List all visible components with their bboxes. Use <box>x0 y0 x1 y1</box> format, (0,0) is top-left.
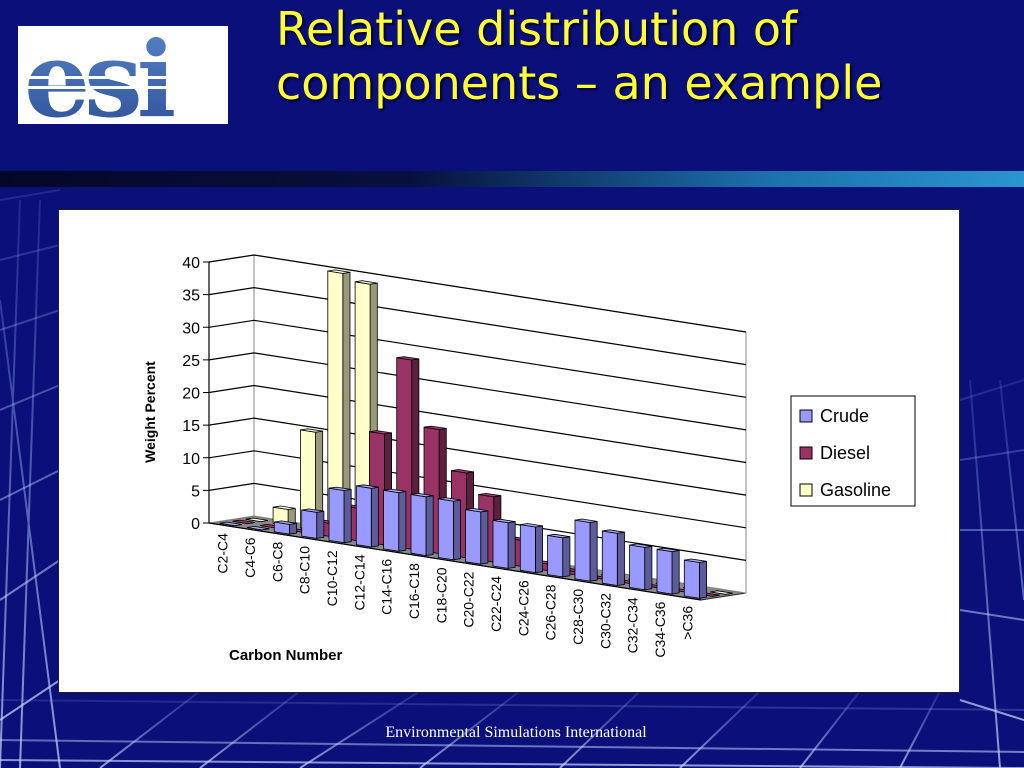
y-tick-label: 0 <box>191 516 200 533</box>
legend: Crude Diesel Gasoline <box>790 395 916 507</box>
bar-crude-c20-c22 <box>465 507 489 565</box>
gridline <box>208 319 747 398</box>
bar-crude-c28-c30 <box>574 518 598 582</box>
gridline <box>208 384 747 464</box>
gridline <box>208 450 747 529</box>
footer-text: Environmental Simulations International <box>385 724 647 741</box>
bar-crude-c16-c18 <box>410 492 434 557</box>
legend-label-crude: Crude <box>820 406 869 426</box>
bar-gasoline->c36 <box>710 590 733 595</box>
x-tick-label: C22-C24 <box>488 576 504 632</box>
bar-crude-c6-c8 <box>273 520 298 535</box>
x-tick-label: C34-C36 <box>652 601 668 657</box>
footer: Environmental Simulations International <box>0 724 1024 742</box>
bar-crude-c14-c16 <box>383 488 407 552</box>
legend-swatch-diesel <box>799 446 813 460</box>
bar-gasoline-c6-c8 <box>299 428 324 531</box>
logo-text: esi <box>24 26 174 124</box>
x-axis <box>208 522 702 601</box>
x-tick-label: C4-C6 <box>242 537 258 578</box>
bar-gasoline-c2-c4 <box>245 517 269 523</box>
gridline <box>208 352 747 431</box>
bar-crude-c32-c34 <box>629 543 653 591</box>
y-tick-label: 25 <box>182 353 200 370</box>
bar-diesel-c16-c18 <box>423 425 447 554</box>
esi-logo-mark: esi <box>18 18 228 141</box>
bar-crude-c18-c20 <box>437 497 462 561</box>
y-tick-label: 35 <box>182 288 200 305</box>
x-axis-title: Carbon Number <box>229 647 343 664</box>
x-tick-label: C32-C34 <box>625 597 641 653</box>
bar-crude-c30-c32 <box>601 529 625 586</box>
bar-crude-c4-c6 <box>246 525 270 531</box>
legend-swatch-crude <box>799 409 813 423</box>
bar-crude->c36 <box>683 558 707 599</box>
x-tick-label: C6-C8 <box>269 541 285 582</box>
bar-crude-c26-c28 <box>547 533 571 578</box>
legend-label-gasoline: Gasoline <box>820 480 891 500</box>
x-tick-label: C8-C10 <box>297 546 313 594</box>
gridline <box>208 254 747 333</box>
x-tick-label: C2-C4 <box>215 533 231 574</box>
gridline <box>208 286 747 366</box>
x-tick-label: >C36 <box>679 606 695 640</box>
title-line-1: Relative distribution of <box>276 2 798 56</box>
y-tick-label: 10 <box>182 451 200 468</box>
esi-logo: esi <box>18 18 228 141</box>
x-tick-label: C14-C16 <box>379 559 395 615</box>
x-tick-label: C26-C28 <box>543 584 559 640</box>
y-tick-label: 5 <box>191 483 200 500</box>
x-tick-label: C24-C26 <box>515 580 531 636</box>
y-tick-label: 30 <box>182 320 200 337</box>
y-tick-label: 15 <box>182 418 200 435</box>
x-tick-label: C18-C20 <box>433 567 449 623</box>
legend-swatch-gasoline <box>799 483 813 497</box>
gridline <box>208 417 747 496</box>
x-tick-label: C16-C18 <box>406 563 422 619</box>
bar-crude-c24-c26 <box>519 523 544 574</box>
bar-crude-c10-c12 <box>328 486 352 544</box>
x-tick-label: C20-C22 <box>461 571 477 627</box>
x-tick-label: C12-C14 <box>351 554 367 610</box>
bar-crude-c8-c10 <box>301 508 325 539</box>
x-tick-label: C30-C32 <box>597 593 613 649</box>
y-axis-title: Weight Percent <box>142 361 158 463</box>
bar-crude-c12-c14 <box>355 484 379 548</box>
chart-panel: 0 5 10 15 20 25 30 35 40 C2-C4 C4-C6 C6-C8 C8-C10 C10… <box>58 209 960 693</box>
bar-crude-c2-c4 <box>219 521 242 527</box>
y-tick-label: 20 <box>182 386 200 403</box>
x-tick-label: C28-C30 <box>570 589 586 645</box>
bar-diesel-c2-c4 <box>232 519 255 525</box>
title-line-2: components – an example <box>276 56 883 110</box>
bar-crude-c34-c36 <box>656 547 680 595</box>
x-tick-label: C10-C12 <box>324 550 340 606</box>
legend-label-diesel: Diesel <box>820 443 870 463</box>
page-title: Relative distribution of components – an… <box>276 2 1016 110</box>
y-tick-label: 40 <box>182 255 200 272</box>
bar-chart: 0 5 10 15 20 25 30 35 40 C2-C4 C4-C6 C6-C8 C8-C10 C10… <box>142 254 916 664</box>
bar-crude-c22-c24 <box>492 518 516 569</box>
title-underline-bar <box>0 171 1024 187</box>
bar-gasoline-c8-c10 <box>327 269 351 535</box>
